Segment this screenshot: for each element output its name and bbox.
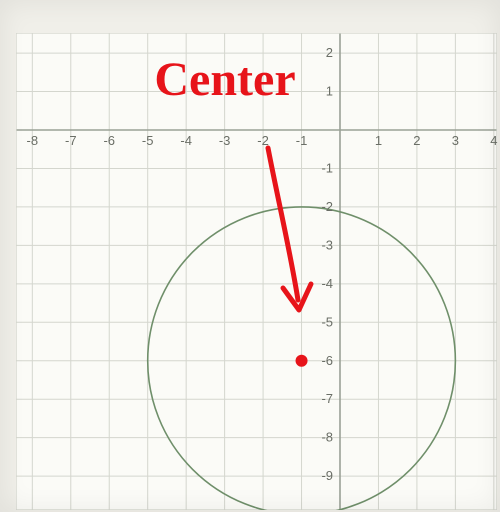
svg-text:3: 3	[452, 133, 459, 148]
annotation-text: Center	[154, 53, 295, 106]
svg-text:-1: -1	[296, 133, 308, 148]
svg-text:-4: -4	[180, 133, 192, 148]
svg-text:-8: -8	[27, 133, 39, 148]
svg-text:-9: -9	[321, 468, 333, 483]
svg-text:-7: -7	[65, 133, 77, 148]
svg-text:-6: -6	[321, 353, 333, 368]
svg-text:1: 1	[326, 84, 333, 99]
svg-text:-4: -4	[321, 276, 333, 291]
svg-text:1: 1	[375, 133, 382, 148]
svg-text:2: 2	[413, 133, 420, 148]
svg-text:-2: -2	[321, 199, 333, 214]
svg-text:-8: -8	[321, 430, 333, 445]
svg-text:2: 2	[326, 45, 333, 60]
svg-text:-3: -3	[321, 237, 333, 252]
svg-text:4: 4	[490, 133, 497, 148]
svg-text:-6: -6	[103, 133, 115, 148]
graph-svg: -8-7-6-5-4-3-2-1123421-1-2-3-4-5-6-7-8-9…	[0, 0, 500, 512]
svg-text:-5: -5	[142, 133, 154, 148]
svg-text:-1: -1	[321, 160, 333, 175]
svg-text:-5: -5	[321, 314, 333, 329]
graph-container: -8-7-6-5-4-3-2-1123421-1-2-3-4-5-6-7-8-9…	[0, 0, 500, 512]
center-point	[296, 355, 308, 367]
svg-text:-3: -3	[219, 133, 231, 148]
svg-text:-7: -7	[321, 391, 333, 406]
